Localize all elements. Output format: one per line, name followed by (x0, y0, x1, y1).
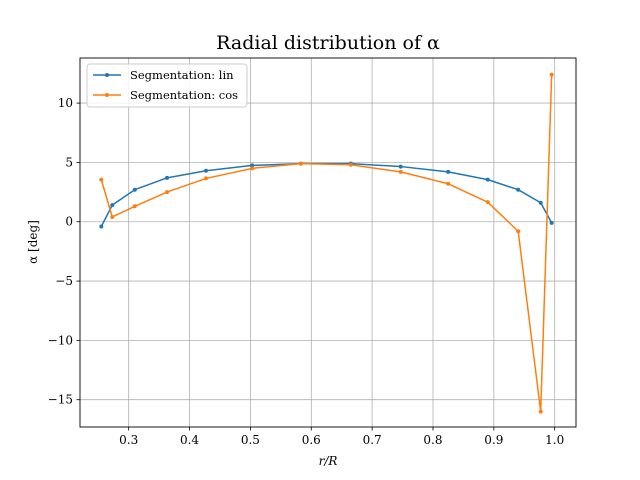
data-point-lin (516, 187, 521, 192)
x-tick-label: 0.4 (180, 433, 199, 447)
data-point-cos (99, 177, 104, 182)
data-point-cos (538, 409, 543, 414)
y-tick-label: −10 (48, 333, 73, 347)
data-point-lin (165, 175, 170, 180)
x-tick-label: 0.6 (302, 433, 321, 447)
data-point-cos (398, 169, 403, 174)
data-point-cos (348, 162, 353, 167)
legend-marker-cos (105, 93, 109, 97)
data-point-lin (446, 169, 451, 174)
legend: Segmentation: lin Segmentation: cos (86, 63, 248, 108)
x-tick-label: 0.7 (363, 433, 382, 447)
y-tick-label: 5 (65, 155, 73, 169)
x-axis-label: r/R (319, 454, 338, 468)
chart-title: Radial distribution of α (216, 32, 440, 54)
data-point-lin (203, 168, 208, 173)
y-tick-label: 10 (58, 96, 73, 110)
axis-ticks: 0.3 0.4 0.5 0.6 0.7 0.8 0.9 1.0 −15 −10 −5 0 5 10 (48, 96, 565, 447)
data-point-cos (298, 161, 303, 166)
y-tick-label: −5 (55, 274, 73, 288)
data-point-cos (165, 190, 170, 195)
data-point-lin (250, 163, 255, 168)
data-point-cos (110, 214, 115, 219)
data-point-lin (99, 224, 104, 229)
data-point-cos (203, 176, 208, 181)
data-point-lin (398, 164, 403, 169)
data-point-cos (485, 200, 490, 205)
x-tick-label: 0.3 (119, 433, 138, 447)
data-point-cos (250, 166, 255, 171)
legend-marker-lin (105, 73, 109, 77)
x-tick-label: 1.0 (545, 433, 564, 447)
legend-label-lin: Segmentation: lin (130, 68, 234, 82)
legend-label-cos: Segmentation: cos (130, 88, 238, 102)
x-tick-label: 0.8 (423, 433, 442, 447)
data-point-lin (538, 200, 543, 205)
data-point-cos (549, 72, 554, 77)
legend-box (86, 63, 248, 108)
plot-frame (79, 57, 577, 428)
data-point-lin (110, 203, 115, 208)
series-line-cos (100, 74, 553, 413)
y-tick-label: 0 (65, 215, 73, 229)
data-point-lin (485, 177, 490, 182)
grid-lines (80, 58, 576, 427)
data-point-cos (132, 204, 137, 209)
data-point-cos (446, 181, 451, 186)
x-tick-label: 0.9 (484, 433, 503, 447)
series-layer (99, 72, 554, 414)
data-point-lin (132, 187, 137, 192)
data-point-lin (549, 220, 554, 225)
y-axis-label: α [deg] (26, 220, 40, 264)
data-point-cos (516, 229, 521, 234)
x-tick-label: 0.5 (241, 433, 260, 447)
y-tick-label: −15 (48, 393, 73, 407)
